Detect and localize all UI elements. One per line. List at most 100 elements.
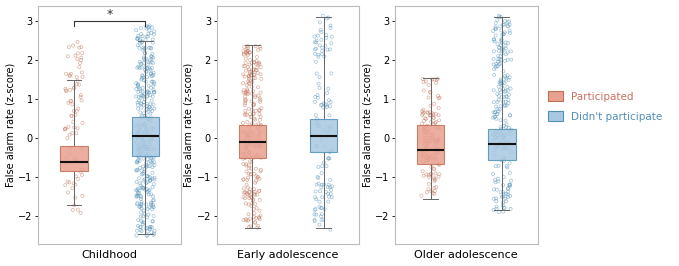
Point [65,72,76,76]
Point [426,120,437,124]
Point [69,157,80,161]
Point [135,38,146,43]
Point [134,225,145,229]
Point [137,172,148,176]
Point [494,88,505,92]
Point [420,126,430,130]
Point [147,219,158,223]
Point [420,142,430,147]
Point [312,93,323,97]
Point [312,123,323,127]
Point [71,75,82,79]
Point [249,112,259,116]
Point [73,207,84,212]
Point [141,226,152,230]
Point [71,174,81,178]
Point [239,45,250,49]
Point [146,80,157,84]
Point [240,137,251,142]
Point [251,68,261,72]
Point [149,160,160,164]
Point [504,183,515,187]
Point [238,72,249,77]
Point [490,115,500,119]
Point [242,49,253,53]
Point [77,75,88,79]
Point [249,215,259,219]
Point [430,81,441,85]
Point [140,145,151,149]
Point [255,123,266,127]
Point [244,112,255,116]
Point [147,160,158,165]
Point [141,104,152,108]
Point [254,130,265,135]
Point [501,122,512,127]
Point [504,184,515,189]
Point [500,192,511,196]
Point [136,62,147,66]
Point [502,58,513,62]
Point [494,130,505,134]
Point [500,197,511,201]
Point [243,131,254,135]
Point [417,169,428,173]
Point [496,190,507,194]
Point [253,71,263,75]
Point [242,88,253,93]
Point [494,62,505,66]
Point [255,65,266,69]
Point [255,198,265,202]
Point [139,167,150,171]
Point [255,124,266,128]
Point [495,77,506,81]
Point [138,185,149,190]
Point [429,192,440,196]
Point [423,154,434,158]
Point [244,190,255,194]
Point [243,74,254,78]
Point [250,93,261,98]
Point [138,222,149,226]
Point [426,77,437,82]
Point [248,197,259,201]
Point [495,61,506,65]
Point [75,93,86,97]
Point [255,100,265,104]
Point [502,85,513,89]
Point [430,157,441,161]
Point [143,117,153,121]
Point [141,69,151,74]
Point [255,129,266,134]
Point [245,129,256,134]
Point [148,56,159,60]
Point [240,144,251,149]
Point [493,109,504,113]
Point [255,98,265,102]
Point [488,100,499,104]
Point [137,151,148,155]
Point [133,131,144,135]
Point [427,132,438,136]
Point [132,187,143,191]
Point [145,58,155,63]
Point [242,176,253,180]
Point [244,67,255,72]
Point [251,216,261,220]
Point [493,144,504,149]
Point [252,153,263,157]
Point [136,185,147,190]
Point [239,113,250,117]
Point [434,95,445,100]
Point [253,134,264,138]
Point [139,57,149,61]
Point [145,93,156,97]
Point [72,57,83,61]
Point [138,185,149,190]
Point [318,160,329,165]
Point [135,124,146,128]
Point [134,87,145,91]
Point [327,35,337,39]
Point [314,205,325,209]
Point [495,104,506,109]
